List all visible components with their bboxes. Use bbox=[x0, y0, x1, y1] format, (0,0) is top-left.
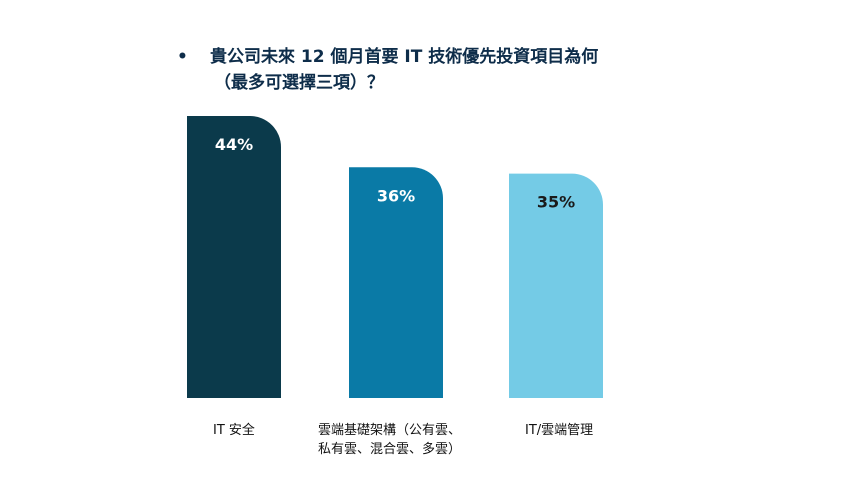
category-label-3: IT/雲端管理 bbox=[525, 421, 593, 440]
bar-value-label-2: 36% bbox=[377, 186, 415, 205]
title-line-1: 貴公司未來 12 個月首要 IT 技術優先投資項目為何 bbox=[210, 47, 599, 67]
title-bullet: • bbox=[177, 47, 188, 67]
category-label-3-line-1: IT/雲端管理 bbox=[525, 423, 594, 438]
bar-3 bbox=[509, 173, 603, 398]
bar-1 bbox=[187, 116, 281, 398]
title-line-2: （最多可選擇三項）？ bbox=[214, 73, 384, 93]
category-label-1-line-1: IT 安全 bbox=[213, 423, 255, 438]
category-label-2: 雲端基礎架構（公有雲、 私有雲、混合雲、多雲） bbox=[318, 421, 461, 459]
category-label-2-line-1: 雲端基礎架構（公有雲、 bbox=[318, 423, 462, 438]
bar-2 bbox=[349, 167, 443, 398]
bar-value-label-1: 44% bbox=[215, 135, 253, 154]
category-label-2-line-2: 私有雲、混合雲、多雲） bbox=[318, 442, 462, 457]
bar-value-label-3: 35% bbox=[537, 193, 575, 212]
category-label-1: IT 安全 bbox=[213, 421, 255, 440]
